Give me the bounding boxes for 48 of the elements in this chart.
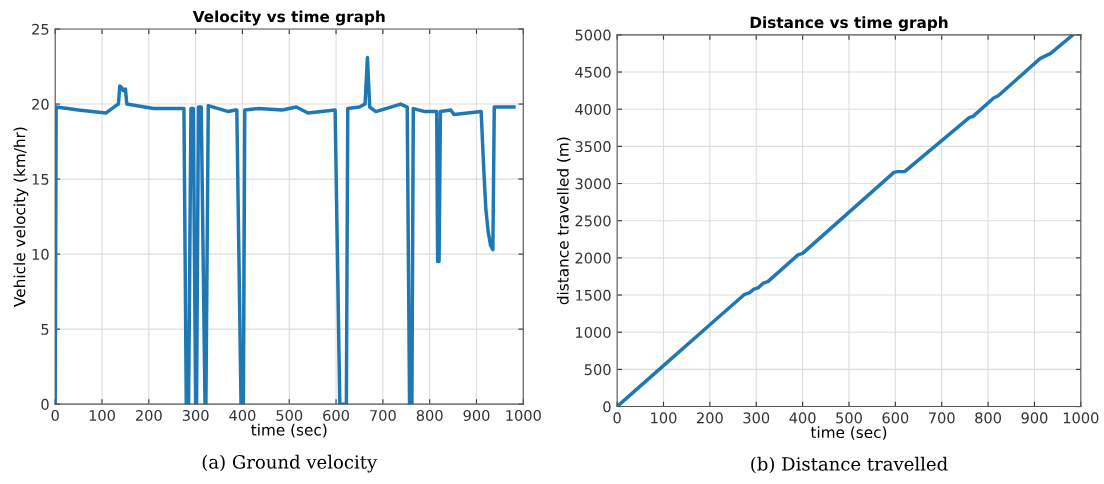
x-tick-label: 200 <box>697 412 723 424</box>
text: (a) Ground velocity <box>202 454 378 473</box>
y-tick-label: 3500 <box>575 141 611 153</box>
line-series <box>55 55 516 405</box>
chart-title: Distance vs time graph <box>750 16 948 32</box>
x-tick-label: 700 <box>370 409 396 421</box>
y-axis-title: Vehicle velocity (km/hr) <box>13 127 29 307</box>
x-tick-label: 400 <box>229 409 256 421</box>
y-tick-label: 5000 <box>575 29 611 41</box>
y-tick-label: 15 <box>32 173 49 185</box>
x-tick-label: 600 <box>323 409 350 421</box>
x-axis-title: time (sec) <box>810 426 887 440</box>
y-tick-label: 1500 <box>576 289 611 301</box>
y-tick-label: 500 <box>584 364 611 376</box>
y-tick-label: 25 <box>32 23 49 35</box>
x-tick-label: 700 <box>928 412 955 424</box>
x-tick-label: 100 <box>89 409 115 421</box>
chart-title: Velocity vs time graph <box>192 10 385 26</box>
y-axis-title: distance travelled (m) <box>556 137 571 305</box>
x-tick-label: 600 <box>882 412 909 424</box>
y-tick-label: 3000 <box>575 178 611 190</box>
x-tick-label: 800 <box>416 409 443 421</box>
x-tick-label: 0 <box>51 409 59 421</box>
x-tick-label: 800 <box>975 412 1002 424</box>
x-tick-label: 100 <box>651 412 677 424</box>
y-tick-label: 2000 <box>575 252 611 264</box>
x-tick-label: 1000 <box>1063 412 1099 424</box>
x-tick-label: 0 <box>613 412 621 424</box>
y-tick-label: 2500 <box>575 215 611 227</box>
x-tick-label: 200 <box>135 409 162 421</box>
y-tick-label: 10 <box>32 248 49 260</box>
x-axis-title: time (sec) <box>251 423 327 438</box>
x-tick-label: 300 <box>182 409 209 421</box>
y-tick-label: 0 <box>41 398 49 410</box>
y-tick-label: 20 <box>32 98 49 110</box>
y-tick-label: 4500 <box>575 66 611 78</box>
x-tick-label: 900 <box>1021 412 1048 424</box>
x-tick-label: 300 <box>743 412 770 424</box>
y-tick-label: 0 <box>603 401 611 413</box>
y-tick-label: 5 <box>41 324 49 335</box>
x-tick-label: 500 <box>836 412 862 424</box>
x-tick-label: 500 <box>276 409 303 421</box>
x-tick-label: 400 <box>789 412 816 424</box>
y-tick-label: 4000 <box>575 103 611 115</box>
x-tick-label: 1000 <box>506 409 541 421</box>
text: (b) Distance travelled <box>751 456 948 474</box>
x-tick-label: 900 <box>463 409 490 421</box>
y-tick-label: 1000 <box>576 326 611 338</box>
